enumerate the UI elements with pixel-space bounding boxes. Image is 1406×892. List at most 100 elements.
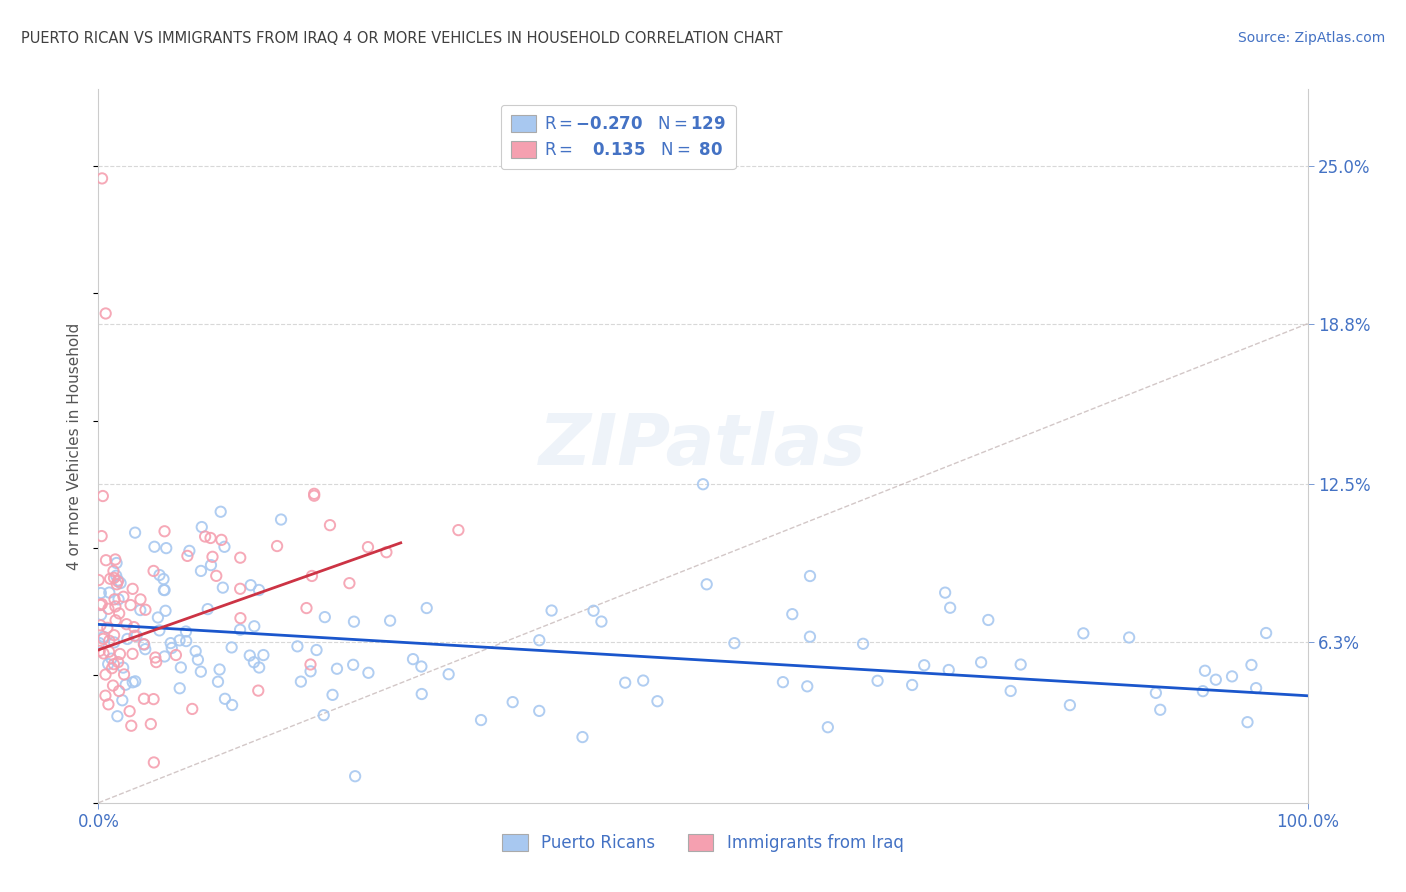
Point (181, 702, 204, 716)
Point (105, 577, 128, 591)
Point (540, 603, 562, 617)
Point (301, 569, 323, 583)
Point (977, 613, 1000, 627)
Point (112, 590, 135, 604)
Text: ZIPatlas: ZIPatlas (540, 411, 866, 481)
Text: PUERTO RICAN VS IMMIGRANTS FROM IRAQ 4 OR MORE VEHICLES IN HOUSEHOLD CORRELATION: PUERTO RICAN VS IMMIGRANTS FROM IRAQ 4 O… (21, 31, 783, 46)
Point (105, 709, 128, 723)
Point (105, 568, 128, 582)
Point (614, 675, 637, 690)
Point (165, 648, 187, 662)
Point (107, 592, 129, 607)
Point (247, 683, 270, 698)
Point (142, 564, 165, 578)
Point (148, 624, 170, 638)
Point (98, 645, 121, 659)
Point (174, 634, 197, 648)
Point (209, 505, 232, 519)
Point (90, 529, 112, 543)
Point (94, 306, 117, 320)
Point (103, 592, 125, 607)
Point (103, 628, 125, 642)
Point (97, 698, 120, 712)
Point (287, 640, 309, 654)
Point (112, 660, 135, 674)
Point (134, 603, 156, 617)
Point (187, 653, 209, 667)
Point (153, 583, 176, 598)
Point (772, 675, 794, 690)
Point (866, 673, 889, 688)
Point (302, 487, 325, 501)
Point (146, 610, 169, 624)
Point (290, 674, 312, 689)
Point (118, 704, 141, 718)
Point (90, 607, 112, 622)
Point (200, 531, 222, 545)
Point (1220, 669, 1243, 683)
Point (299, 665, 322, 679)
Point (201, 549, 224, 564)
Point (270, 512, 292, 526)
Point (582, 604, 605, 618)
Point (782, 607, 804, 622)
Point (169, 681, 191, 696)
Point (153, 649, 176, 664)
Point (229, 623, 252, 637)
Point (107, 574, 129, 589)
Text: Source: ZipAtlas.com: Source: ZipAtlas.com (1237, 31, 1385, 45)
Point (1000, 684, 1022, 698)
Point (90, 586, 112, 600)
Point (176, 549, 198, 563)
Point (101, 679, 124, 693)
Point (98, 572, 121, 586)
Point (155, 541, 177, 555)
Point (103, 635, 125, 649)
Point (266, 539, 288, 553)
Point (169, 633, 191, 648)
Point (696, 577, 718, 591)
Point (305, 643, 328, 657)
Point (378, 614, 401, 628)
Point (591, 615, 613, 629)
Point (342, 657, 364, 672)
Point (124, 525, 146, 540)
Point (103, 564, 125, 578)
Point (101, 661, 124, 675)
Point (314, 610, 336, 624)
Point (142, 692, 165, 706)
Point (120, 719, 142, 733)
Point (98, 633, 121, 648)
Point (247, 582, 270, 597)
Point (357, 665, 380, 680)
Point (96, 621, 118, 635)
Point (1059, 698, 1081, 713)
Point (97, 602, 120, 616)
Point (312, 708, 335, 723)
Point (104, 552, 127, 566)
Point (110, 576, 132, 591)
Point (339, 576, 361, 591)
Point (939, 600, 962, 615)
Point (326, 662, 349, 676)
Point (437, 667, 460, 681)
Point (221, 698, 243, 712)
Point (796, 679, 818, 693)
Point (817, 720, 839, 734)
Point (98, 585, 121, 599)
Point (239, 578, 262, 592)
Point (229, 550, 252, 565)
Point (93, 630, 115, 644)
Point (142, 756, 165, 770)
Point (159, 636, 181, 650)
Point (252, 648, 274, 662)
Point (124, 629, 146, 643)
Point (243, 619, 266, 633)
Point (207, 674, 229, 689)
Point (214, 691, 236, 706)
Point (319, 518, 342, 533)
Point (470, 713, 492, 727)
Point (97, 657, 120, 671)
Point (912, 658, 935, 673)
Point (93, 647, 115, 661)
